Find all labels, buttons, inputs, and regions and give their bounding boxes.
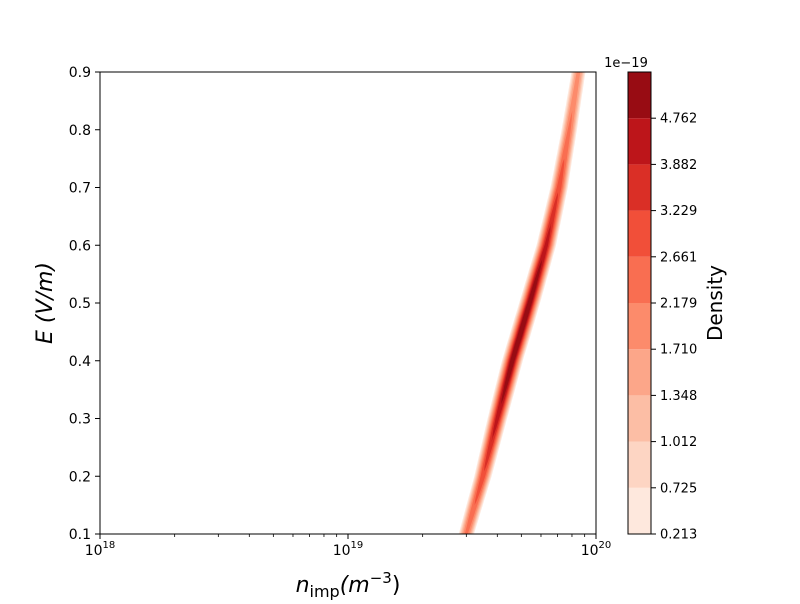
y-axis-ticks: 0.1 0.2 0.3 0.4 0.5 0.6 0.7 0.8 0.9 xyxy=(69,65,100,543)
colorbar-band-1 xyxy=(628,441,651,488)
colorbar-tick-label: 3.882 xyxy=(660,158,697,173)
x-tick-label: 1018 xyxy=(85,540,116,559)
colorbar-band-9 xyxy=(628,72,651,119)
colorbar-band-7 xyxy=(628,164,651,211)
colorbar-tick-label: 4.762 xyxy=(660,112,697,127)
colorbar-band-4 xyxy=(628,303,651,350)
y-tick-label: 0.2 xyxy=(69,469,91,485)
y-tick-label: 0.9 xyxy=(69,65,91,81)
x-axis-ticks: 1018 1019 1020 xyxy=(85,534,612,559)
colorbar-tick-label: 0.213 xyxy=(660,528,697,543)
y-tick-label: 0.5 xyxy=(69,296,91,312)
y-tick-label: 0.4 xyxy=(69,354,91,370)
colorbar-tick-label: 3.229 xyxy=(660,204,697,219)
y-tick-label: 0.6 xyxy=(69,238,91,254)
colorbar: 0.213 0.725 1.012 1.348 1.710 2.179 2.661 3.229… xyxy=(628,72,697,543)
colorbar-tick-label: 0.725 xyxy=(660,481,697,496)
density-contour-level-7 xyxy=(466,72,579,534)
x-axis-label: nimp(m−3) xyxy=(296,569,401,600)
colorbar-band-6 xyxy=(628,210,651,257)
colorbar-label: Density xyxy=(703,265,727,341)
colorbar-tick-label: 1.348 xyxy=(660,389,697,404)
colorbar-band-5 xyxy=(628,256,651,303)
colorbar-band-2 xyxy=(628,395,651,442)
colorbar-tick-label: 2.661 xyxy=(660,250,697,265)
colorbar-tick-label: 2.179 xyxy=(660,297,697,312)
y-tick-label: 0.8 xyxy=(69,123,91,139)
plot-frame xyxy=(99,71,597,535)
colorbar-offset-label: 1e−19 xyxy=(604,56,648,71)
colorbar-tick-label: 1.012 xyxy=(660,435,697,450)
colorbar-tick-label: 1.710 xyxy=(660,343,697,358)
colorbar-band-8 xyxy=(628,118,651,165)
colorbar-band-3 xyxy=(628,349,651,396)
x-tick-label: 1020 xyxy=(581,540,612,559)
y-tick-label: 0.1 xyxy=(69,527,91,543)
x-tick-label: 1019 xyxy=(333,540,364,559)
y-axis-label: E (V/m) xyxy=(33,262,58,344)
colorbar-band-0 xyxy=(628,487,651,534)
colorbar-frame xyxy=(627,71,652,535)
density-contours xyxy=(458,72,586,534)
y-tick-label: 0.3 xyxy=(69,412,91,428)
plot-area xyxy=(100,72,596,534)
y-tick-label: 0.7 xyxy=(69,181,91,197)
